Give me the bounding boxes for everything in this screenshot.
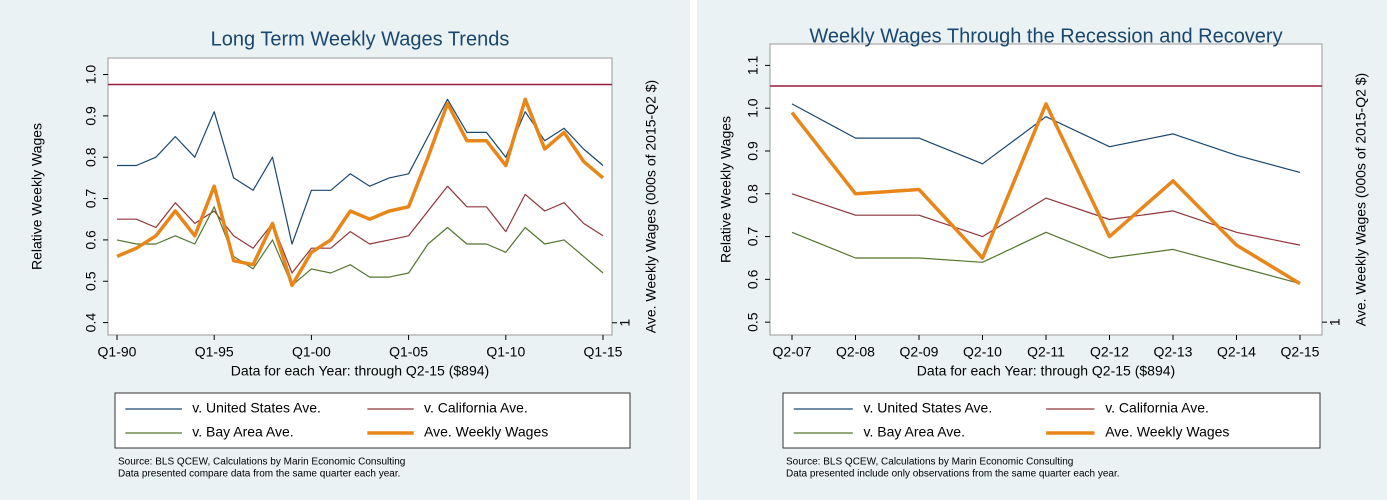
legend-label: Ave. Weekly Wages: [1105, 424, 1229, 440]
y-tick-label: 0.8: [83, 147, 99, 167]
plot-area: [107, 57, 613, 336]
y-tick-label: 0.9: [83, 106, 99, 126]
x-tick-label: Q1-90: [98, 344, 137, 360]
y-tick-label: 0.5: [745, 312, 761, 332]
source-note: Source: BLS QCEW, Calculations by Marin …: [118, 457, 405, 468]
y-tick-label: 1.1: [745, 55, 761, 75]
legend-label: v. California Ave.: [424, 400, 528, 416]
legend-box: [782, 392, 1321, 449]
legend-label: v. Bay Area Ave.: [192, 424, 293, 440]
y-tick-label: 0.6: [83, 230, 99, 250]
y2-tick-label: 1: [1327, 318, 1343, 326]
x-tick-label: Q1-10: [486, 344, 525, 360]
y-tick-label: 0.5: [83, 271, 99, 291]
y-tick-label: 1.0: [745, 98, 761, 118]
y-tick-label: 0.6: [745, 269, 761, 289]
legend-box: [114, 392, 631, 449]
x-tick-label: Q2-09: [900, 344, 939, 360]
series-line: [117, 98, 604, 245]
legend-label: v. United States Ave.: [192, 400, 321, 416]
series-line: [117, 185, 604, 274]
y-tick-label: 1.0: [83, 65, 99, 85]
y-axis-title: Relative Weekly Wages: [29, 123, 45, 270]
y-tick-label: 0.9: [745, 141, 761, 161]
x-tick-label: Q2-15: [1281, 344, 1320, 360]
series-line: [790, 102, 1301, 286]
chart-title: Weekly Wages Through the Recession and R…: [809, 25, 1282, 47]
y2-axis-title: Ave. Weekly Wages (000s of 2015-Q2 $): [1353, 73, 1369, 326]
legend-label: v. Bay Area Ave.: [864, 424, 965, 440]
x-tick-label: Q1-95: [195, 344, 234, 360]
x-tick-label: Q1-00: [292, 344, 331, 360]
y2-axis-title: Ave. Weekly Wages (000s of 2015-Q2 $): [643, 80, 659, 333]
legend-label: Ave. Weekly Wages: [424, 424, 548, 440]
y-tick-label: 0.4: [83, 313, 99, 333]
series-line: [791, 231, 1301, 285]
series-line: [791, 103, 1301, 173]
y-tick-label: 0.7: [83, 189, 99, 209]
plot-area: [769, 43, 1323, 336]
legend-label: v. United States Ave.: [864, 400, 993, 416]
x-tick-label: Q2-07: [773, 344, 812, 360]
y-axis-title: Relative Weekly Wages: [718, 116, 734, 263]
chart-title: Long Term Weekly Wages Trends: [211, 28, 510, 50]
x-tick-label: Q2-08: [836, 344, 875, 360]
x-tick-label: Q2-12: [1090, 344, 1129, 360]
x-axis-title: Data for each Year: through Q2-15 ($894): [917, 363, 1175, 379]
legend-label: v. California Ave.: [1105, 400, 1209, 416]
series-line: [116, 206, 604, 286]
x-tick-label: Q2-13: [1154, 344, 1193, 360]
x-tick-label: Q2-11: [1027, 344, 1065, 360]
x-axis-title: Data for each Year: through Q2-15 ($894): [231, 363, 489, 379]
x-tick-label: Q2-10: [963, 344, 1002, 360]
source-note: Source: BLS QCEW, Calculations by Marin …: [786, 457, 1073, 468]
series-line: [116, 97, 605, 288]
source-note: Data presented include only observations…: [786, 469, 1120, 480]
y2-tick-label: 1: [617, 319, 633, 327]
x-tick-label: Q1-15: [584, 344, 623, 360]
y-tick-label: 0.7: [745, 227, 761, 247]
y-tick-label: 0.8: [745, 184, 761, 204]
x-tick-label: Q2-14: [1217, 344, 1256, 360]
x-tick-label: Q1-05: [389, 344, 428, 360]
source-note: Data presented compare data from the sam…: [118, 469, 400, 480]
